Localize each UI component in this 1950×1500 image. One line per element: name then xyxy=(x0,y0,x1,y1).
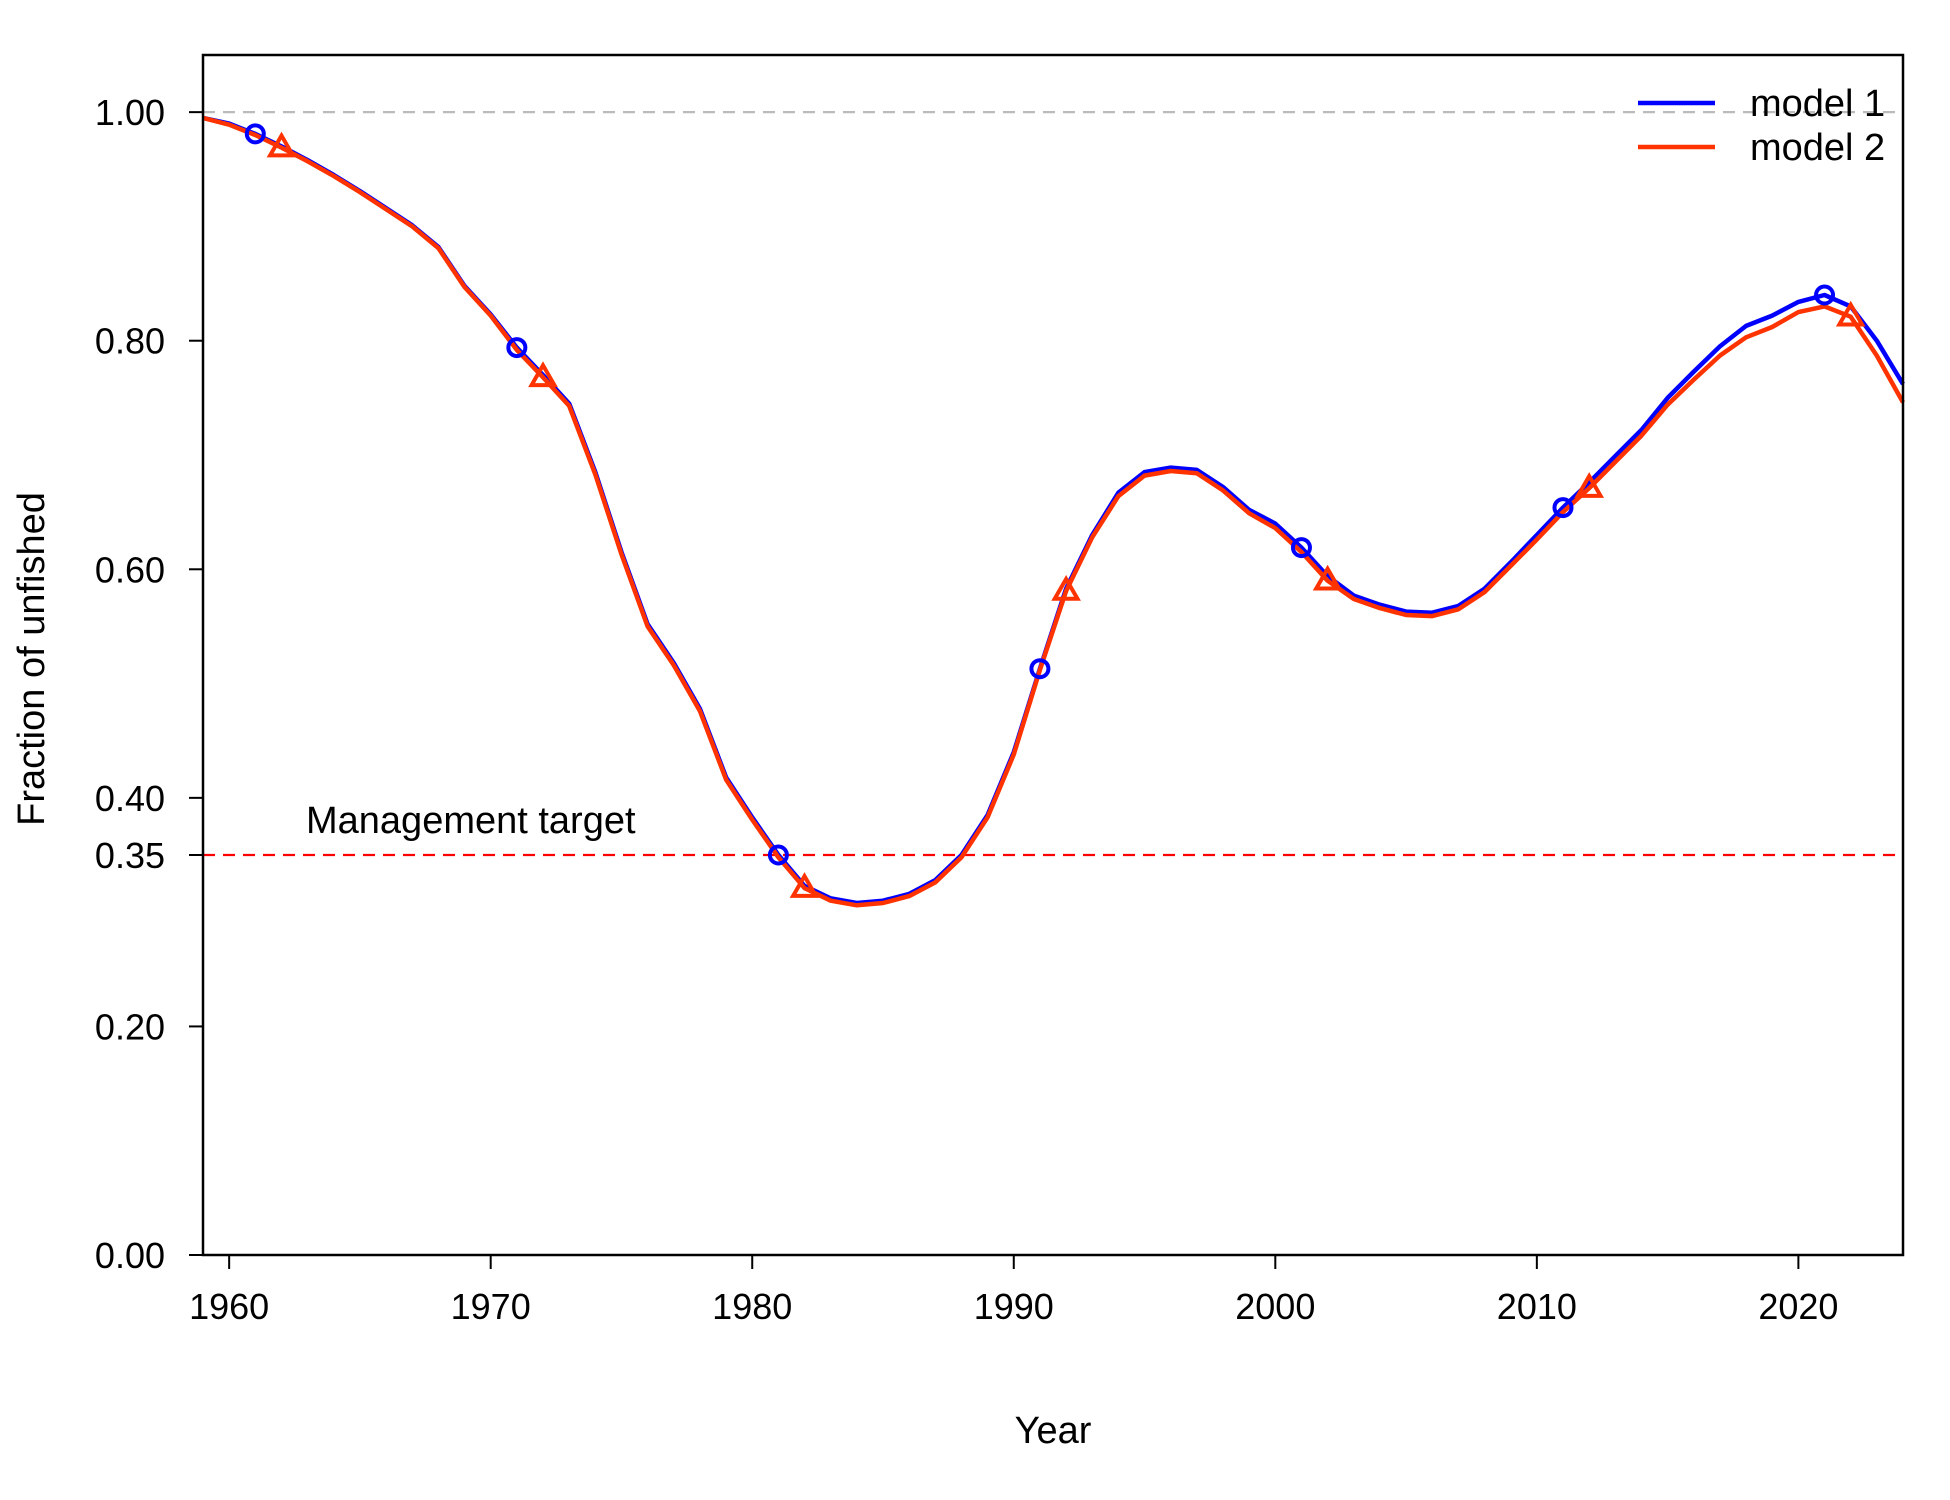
marker-model-2 xyxy=(266,131,297,158)
x-tick-label: 1970 xyxy=(451,1286,531,1327)
y-tick-label: 0.35 xyxy=(95,835,165,876)
marker-model-2 xyxy=(1051,574,1081,601)
marker-model-2 xyxy=(528,361,558,388)
marker-model-2 xyxy=(1835,300,1866,327)
y-axis: 0.00 0.20 0.35 0.40 0.60 0.80 1.00 xyxy=(95,92,203,1276)
management-target-label: Management target xyxy=(306,800,636,842)
marker-model-1 xyxy=(1290,537,1312,559)
marker-model-1 xyxy=(1552,497,1574,519)
series-markers xyxy=(244,123,1866,898)
x-tick-label: 2010 xyxy=(1497,1286,1577,1327)
plot-frame xyxy=(201,53,1905,1257)
reference-lines xyxy=(203,111,1903,857)
series-line-model-1 xyxy=(202,115,1905,906)
y-tick-label: 0.40 xyxy=(95,778,165,819)
x-tick-label: 1990 xyxy=(974,1286,1054,1327)
x-axis-title: Year xyxy=(1015,1410,1092,1452)
y-tick-label: 1.00 xyxy=(95,92,165,133)
x-axis: 1960 1970 1980 1990 2000 2010 2020 xyxy=(189,1255,1838,1327)
x-tick-label: 1960 xyxy=(189,1286,269,1327)
y-tick-label: 0.20 xyxy=(95,1006,165,1047)
x-tick-label: 2020 xyxy=(1758,1286,1838,1327)
marker-model-1 xyxy=(1814,284,1836,306)
marker-model-2 xyxy=(1312,564,1343,591)
series-lines xyxy=(202,115,1905,908)
y-tick-label: 0.00 xyxy=(95,1235,165,1276)
marker-model-2 xyxy=(1574,472,1605,498)
x-tick-label: 1980 xyxy=(712,1286,792,1327)
y-tick-label: 0.60 xyxy=(95,549,165,590)
marker-model-1 xyxy=(1029,658,1051,680)
legend-label: model 2 xyxy=(1750,127,1885,169)
marker-model-1 xyxy=(506,337,528,359)
marker-model-1 xyxy=(767,844,789,866)
y-axis-title: Fraction of unfished xyxy=(11,492,53,826)
legend-label: model 1 xyxy=(1750,83,1885,125)
series-line-model-2 xyxy=(202,115,1905,908)
x-tick-label: 2000 xyxy=(1235,1286,1315,1327)
marker-model-2 xyxy=(789,872,820,898)
marker-model-1 xyxy=(244,123,266,145)
y-tick-label: 0.80 xyxy=(95,321,165,362)
